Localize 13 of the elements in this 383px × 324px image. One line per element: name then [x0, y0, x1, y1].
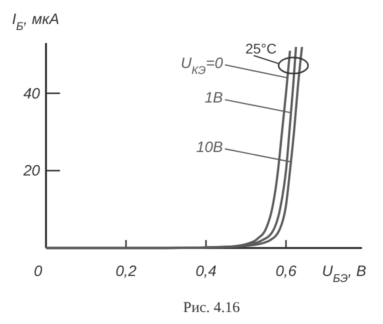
x-tick-label: 0,2 [116, 263, 138, 280]
y-axis-title: I$_{Б}$, мкА [12, 11, 60, 33]
legend-label: 1В [204, 90, 223, 107]
x-tick-label: 0 [34, 263, 43, 280]
text: Рис. 4.16 [183, 300, 240, 316]
y-tick-label: 20 [22, 162, 41, 180]
x-tick-label: 0,4 [196, 263, 216, 280]
x-tick-label: 0,6 [276, 263, 298, 280]
y-tick-label: 40 [23, 85, 41, 102]
annotation: 25°C [245, 40, 277, 57]
x-axis-title: U$_{БЭ}$, В [322, 263, 366, 285]
legend-label: U$_{КЭ}$=0 [180, 54, 224, 77]
legend-label: 10В [196, 138, 223, 156]
